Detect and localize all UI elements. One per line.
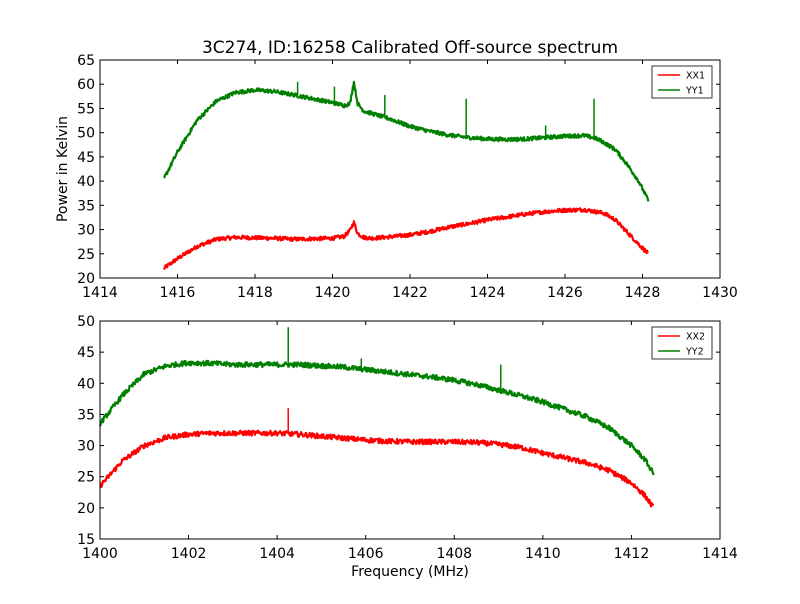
y-tick-label: 40 — [77, 174, 95, 190]
legend-label-xx2: XX2 — [686, 332, 705, 343]
y-tick-label: 20 — [77, 271, 95, 287]
x-tick-label: 1402 — [171, 546, 207, 562]
y-tick-label: 20 — [77, 501, 95, 517]
legend-box — [651, 326, 713, 360]
y-tick-label: 40 — [77, 376, 95, 392]
x-tick-label: 1424 — [470, 285, 506, 301]
y-tick-label: 30 — [77, 223, 95, 239]
y-axis-label: Power in Kelvin — [55, 116, 71, 222]
x-tick-label: 1422 — [392, 285, 428, 301]
series-line-xx1 — [162, 207, 649, 270]
x-tick-label: 1412 — [614, 546, 650, 562]
x-tick-label: 1426 — [547, 285, 583, 301]
series-line-xx2 — [99, 429, 655, 508]
chart-panel-2: 1400 1402 1404 1406 1408 1410 1412 1414 15 20 25 30… — [77, 314, 738, 580]
x-tick-label: 1414 — [82, 285, 118, 301]
x-tick-label: 1410 — [525, 546, 561, 562]
y-tick-label: 25 — [77, 470, 95, 486]
y-tick-label: 50 — [77, 126, 95, 142]
y-tick-label: 35 — [77, 198, 95, 214]
y-tick-label: 30 — [77, 439, 95, 455]
y-tick-label: 15 — [77, 532, 95, 548]
x-tick-label: 1408 — [436, 546, 472, 562]
x-tick-label: 1418 — [237, 285, 273, 301]
x-tick-label: 1404 — [259, 546, 295, 562]
y-tick-label: 55 — [77, 101, 95, 117]
x-tick-label: 1406 — [348, 546, 384, 562]
x-tick-label: 1414 — [702, 546, 738, 562]
y-tick-label: 60 — [77, 77, 95, 93]
chart-panel-1: 1414 1416 1418 1420 1422 1424 1426 1428 1430 20 25… — [55, 38, 738, 301]
axes-frame-1 — [99, 59, 721, 279]
x-tick-label: 1416 — [160, 285, 196, 301]
y-tick-label: 50 — [77, 314, 95, 330]
legend-label-yy1: YY1 — [685, 86, 704, 97]
legend-box — [651, 65, 713, 99]
axes-frame-2 — [99, 320, 721, 540]
x-tick-label: 1420 — [315, 285, 351, 301]
series-line-yy1 — [163, 80, 650, 202]
legend-label-yy2: YY2 — [685, 347, 704, 358]
x-tick-label: 1430 — [702, 285, 738, 301]
y-tick-label: 35 — [77, 407, 95, 423]
series-line-yy2 — [98, 359, 655, 476]
legend-label-xx1: XX1 — [686, 71, 705, 82]
x-tick-label: 1400 — [82, 546, 118, 562]
chart-title: 3C274, ID:16258 Calibrated Off-source sp… — [202, 38, 618, 58]
x-axis-label: Frequency (MHz) — [351, 564, 469, 580]
y-tick-label: 65 — [77, 53, 95, 69]
x-tick-label: 1428 — [625, 285, 661, 301]
y-tick-label: 45 — [77, 345, 95, 361]
y-tick-label: 45 — [77, 150, 95, 166]
y-tick-label: 25 — [77, 247, 95, 263]
